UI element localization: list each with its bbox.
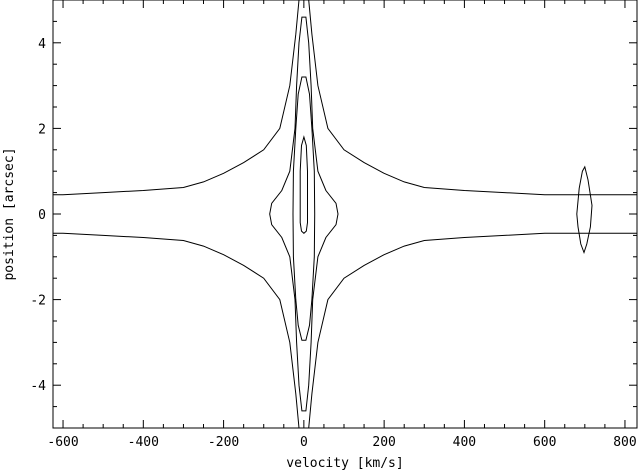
x-tick-label: -600 <box>47 435 78 450</box>
x-axis-label: velocity [km/s] <box>286 456 403 471</box>
contour-line-3 <box>292 76 316 341</box>
y-tick-label: -2 <box>30 294 46 309</box>
contour-line-2 <box>269 16 339 412</box>
contour-line-4 <box>299 135 308 234</box>
y-tick-label: 4 <box>38 37 46 52</box>
tick-group: -600 -400 -200 0 200 400 600 800 -4 -2 0 2 4 <box>30 0 637 450</box>
y-tick-label: -4 <box>30 379 46 394</box>
contour-line-1 <box>53 0 637 428</box>
x-tick-label: -400 <box>128 435 159 450</box>
x-tick-label: -200 <box>208 435 239 450</box>
plot-frame <box>52 0 638 429</box>
x-tick-label: 600 <box>533 435 556 450</box>
x-tick-label: 0 <box>300 435 308 450</box>
y-tick-label: 0 <box>38 208 46 223</box>
y-tick-label: 2 <box>38 122 46 137</box>
x-tick-label: 200 <box>372 435 395 450</box>
contour-line-5 <box>576 165 593 255</box>
y-axis-label: position [arcsec] <box>2 147 17 280</box>
contour-group <box>53 0 637 428</box>
x-tick-label: 800 <box>613 435 636 450</box>
x-tick-label: 400 <box>453 435 476 450</box>
